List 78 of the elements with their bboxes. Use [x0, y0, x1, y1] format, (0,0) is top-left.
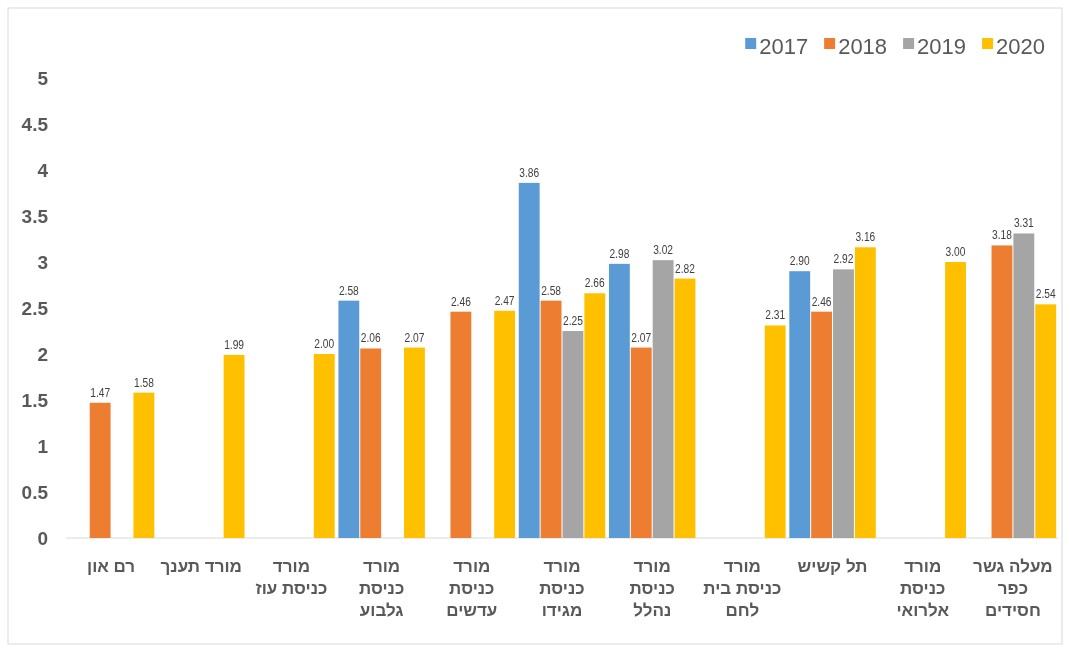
x-tick-label: מורד כניסת עדשים	[446, 557, 498, 620]
bar	[89, 402, 111, 538]
data-label: 2.66	[584, 276, 609, 291]
bar	[223, 354, 245, 538]
bar	[764, 325, 786, 538]
data-label: 3.18	[992, 228, 1016, 243]
x-tick-label: רם און	[87, 557, 136, 576]
x-tick-label: מורד כניסת בית לחם	[703, 557, 782, 620]
data-label: 3.02	[653, 243, 677, 258]
bar	[789, 271, 811, 538]
data-label: 2.58	[541, 283, 565, 298]
bar	[854, 247, 876, 538]
legend-label: 2020	[996, 34, 1045, 59]
bar	[652, 260, 674, 538]
y-tick-label: 4	[37, 160, 49, 181]
bar	[630, 347, 652, 538]
data-label: 2.58	[338, 283, 363, 298]
bar	[404, 347, 425, 538]
x-tick-label: מורד כניסת עוז	[255, 557, 328, 598]
y-tick-label: 3	[37, 252, 48, 273]
bar	[494, 310, 516, 538]
bar	[360, 348, 382, 538]
data-label: 3.16	[855, 230, 879, 245]
y-tick-label: 1.5	[21, 390, 49, 411]
legend-label: 2017	[759, 34, 809, 59]
data-label: 2.07	[631, 330, 655, 345]
data-label: 2.06	[360, 331, 385, 346]
bar	[338, 300, 360, 538]
y-tick-label: 5	[37, 68, 49, 89]
data-label: 2.25	[563, 314, 587, 328]
bar	[991, 245, 1013, 538]
x-tick-label: מורד כניסת גלבוע	[358, 557, 405, 620]
x-tick-label: מורד כניסת נהלל	[629, 557, 675, 620]
x-tick-label: מורד כניסת אלרואי	[896, 557, 950, 620]
bar	[608, 263, 630, 538]
bar	[313, 354, 335, 538]
data-label: 2.47	[494, 293, 519, 308]
data-label: 2.98	[609, 246, 633, 261]
x-tick-label: מעלה גשר כפר חסידים	[973, 557, 1053, 620]
data-label: 2.46	[811, 294, 836, 309]
bar	[584, 293, 606, 538]
bar	[540, 300, 562, 538]
x-tick-label: מורד כניסת מגידו	[539, 557, 585, 620]
legend-label: 2019	[917, 34, 967, 59]
bar	[518, 182, 540, 538]
data-label: 3.31	[1013, 216, 1038, 231]
bar	[833, 269, 854, 538]
legend-label: 2018	[838, 34, 888, 59]
bar	[450, 311, 472, 538]
data-label: 3.00	[945, 245, 969, 259]
y-tick-label: 2	[37, 344, 48, 365]
data-label: 2.07	[404, 330, 428, 345]
data-label: 2.92	[833, 252, 857, 267]
data-label: 2.00	[314, 337, 338, 351]
bar	[1013, 233, 1035, 538]
x-tick-label: מורד תענך	[160, 557, 242, 576]
data-label: 3.86	[519, 165, 543, 180]
y-tick-label: 3.5	[21, 206, 49, 227]
x-tick-label: תל קשיש	[797, 557, 868, 576]
data-label: 2.31	[765, 308, 789, 323]
data-label: 1.99	[224, 337, 248, 352]
bar	[133, 392, 155, 538]
y-tick-label: 1	[37, 436, 49, 457]
y-tick-label: 0	[37, 528, 48, 549]
y-tick-label: 4.5	[21, 114, 49, 135]
data-label: 1.47	[90, 385, 114, 400]
bar	[811, 311, 833, 538]
y-tick-label: 0.5	[21, 482, 49, 503]
data-label: 2.54	[1035, 287, 1060, 302]
bar	[674, 278, 696, 538]
data-label: 2.90	[789, 254, 814, 269]
data-label: 2.46	[450, 294, 475, 309]
data-label: 1.58	[133, 375, 158, 390]
bar	[945, 262, 966, 538]
bar	[562, 331, 584, 538]
y-tick-label: 2.5	[21, 298, 49, 319]
data-label: 2.82	[675, 261, 699, 276]
bar	[1035, 304, 1057, 538]
